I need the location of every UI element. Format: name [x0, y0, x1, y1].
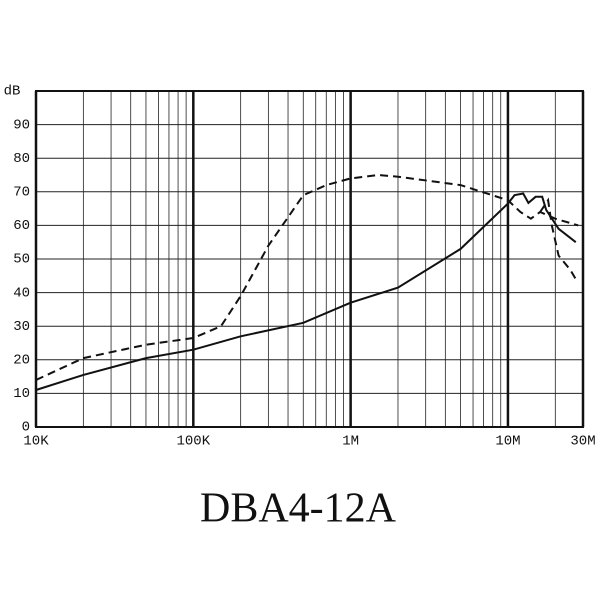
x-tick-label: 100K	[177, 434, 211, 450]
x-tick-label: 30M	[570, 434, 595, 450]
y-tick-label: 50	[13, 252, 30, 268]
y-tick-label: 10	[13, 386, 30, 402]
y-axis-label: dB	[4, 84, 21, 100]
x-tick-label: 1M	[342, 434, 359, 450]
y-tick-label: 30	[13, 319, 30, 335]
line-series	[35, 192, 577, 391]
y-tick-label: 80	[13, 151, 30, 167]
x-tick-label: 10K	[23, 434, 49, 450]
y-tick-label: 90	[13, 117, 30, 133]
y-tick-label: 0	[22, 420, 30, 436]
chart-title: DBA4-12A	[200, 486, 397, 532]
y-tick-label: 70	[13, 185, 30, 201]
x-tick-label: 10M	[495, 434, 520, 450]
y-tick-label: 20	[13, 353, 30, 369]
line-series	[539, 197, 577, 280]
line-series	[35, 173, 579, 381]
y-tick-label: 60	[13, 218, 30, 234]
plot-frame	[35, 90, 584, 428]
y-tick-label: 40	[13, 285, 30, 301]
